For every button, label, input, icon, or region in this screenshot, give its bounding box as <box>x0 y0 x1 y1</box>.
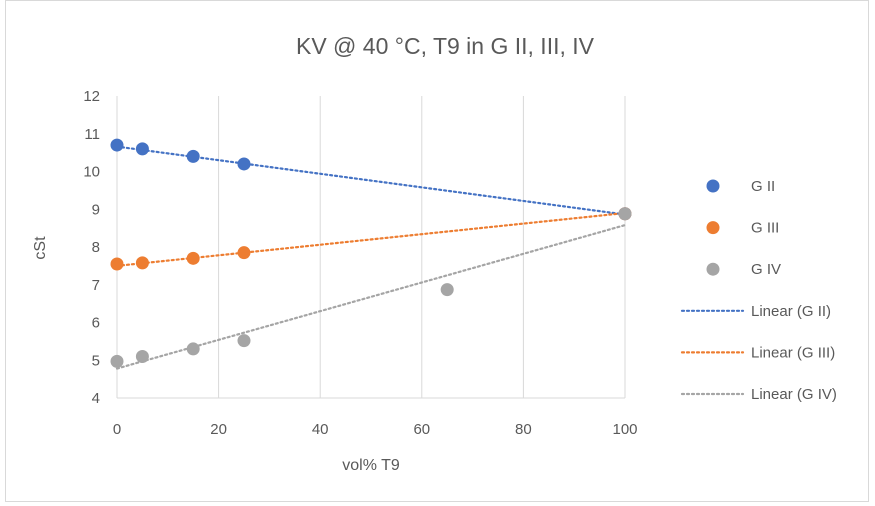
x-axis-label: vol% T9 <box>342 457 400 474</box>
y-tick-label: 12 <box>83 88 100 105</box>
trendlines <box>115 145 627 370</box>
data-point <box>618 207 632 221</box>
legend: G II G III G IV Linear (G II) Linear (G III)… <box>680 178 837 403</box>
x-tick-label: 80 <box>515 421 532 438</box>
y-tick-label: 5 <box>92 352 100 369</box>
y-tick-label: 6 <box>92 315 100 332</box>
trendline <box>115 145 627 216</box>
data-point <box>135 142 149 156</box>
data-point <box>135 256 149 270</box>
legend-marker <box>706 221 720 235</box>
legend-label: G II <box>751 178 775 195</box>
legend-label: Linear (G IV) <box>751 386 837 403</box>
y-tick-label: 10 <box>83 164 100 181</box>
legend-label: G IV <box>751 261 781 278</box>
x-tick-labels: 0 20 40 60 80 100 <box>113 421 638 438</box>
x-tick-label: 40 <box>312 421 329 438</box>
y-tick-label: 9 <box>92 201 100 218</box>
data-points <box>110 138 632 368</box>
trendline <box>115 224 627 370</box>
data-point <box>135 349 149 363</box>
x-tick-label: 0 <box>113 421 121 438</box>
y-tick-label: 11 <box>84 126 100 143</box>
data-point <box>110 138 124 152</box>
trendline <box>115 211 627 267</box>
legend-label: Linear (G II) <box>751 303 831 320</box>
data-point <box>237 157 251 171</box>
data-point <box>186 342 200 356</box>
y-axis-label: cSt <box>32 236 49 260</box>
data-point <box>440 283 454 297</box>
legend-label: G III <box>751 220 779 237</box>
legend-label: Linear (G III) <box>751 344 835 361</box>
data-point <box>237 246 251 260</box>
data-point <box>186 251 200 265</box>
chart-frame <box>5 0 869 502</box>
data-point <box>110 257 124 271</box>
data-point <box>237 334 251 348</box>
legend-marker <box>706 179 720 193</box>
x-tick-label: 60 <box>413 421 430 438</box>
data-point <box>186 149 200 163</box>
y-tick-label: 7 <box>92 277 100 294</box>
y-tick-label: 8 <box>92 239 100 256</box>
chart-title: KV @ 40 °C, T9 in G II, III, IV <box>296 33 595 59</box>
legend-marker <box>706 262 720 276</box>
data-point <box>110 354 124 368</box>
y-tick-label: 4 <box>92 390 100 407</box>
y-tick-labels: 4 5 6 7 8 9 10 11 12 <box>83 88 100 407</box>
x-tick-label: 20 <box>210 421 227 438</box>
x-tick-label: 100 <box>612 421 637 438</box>
